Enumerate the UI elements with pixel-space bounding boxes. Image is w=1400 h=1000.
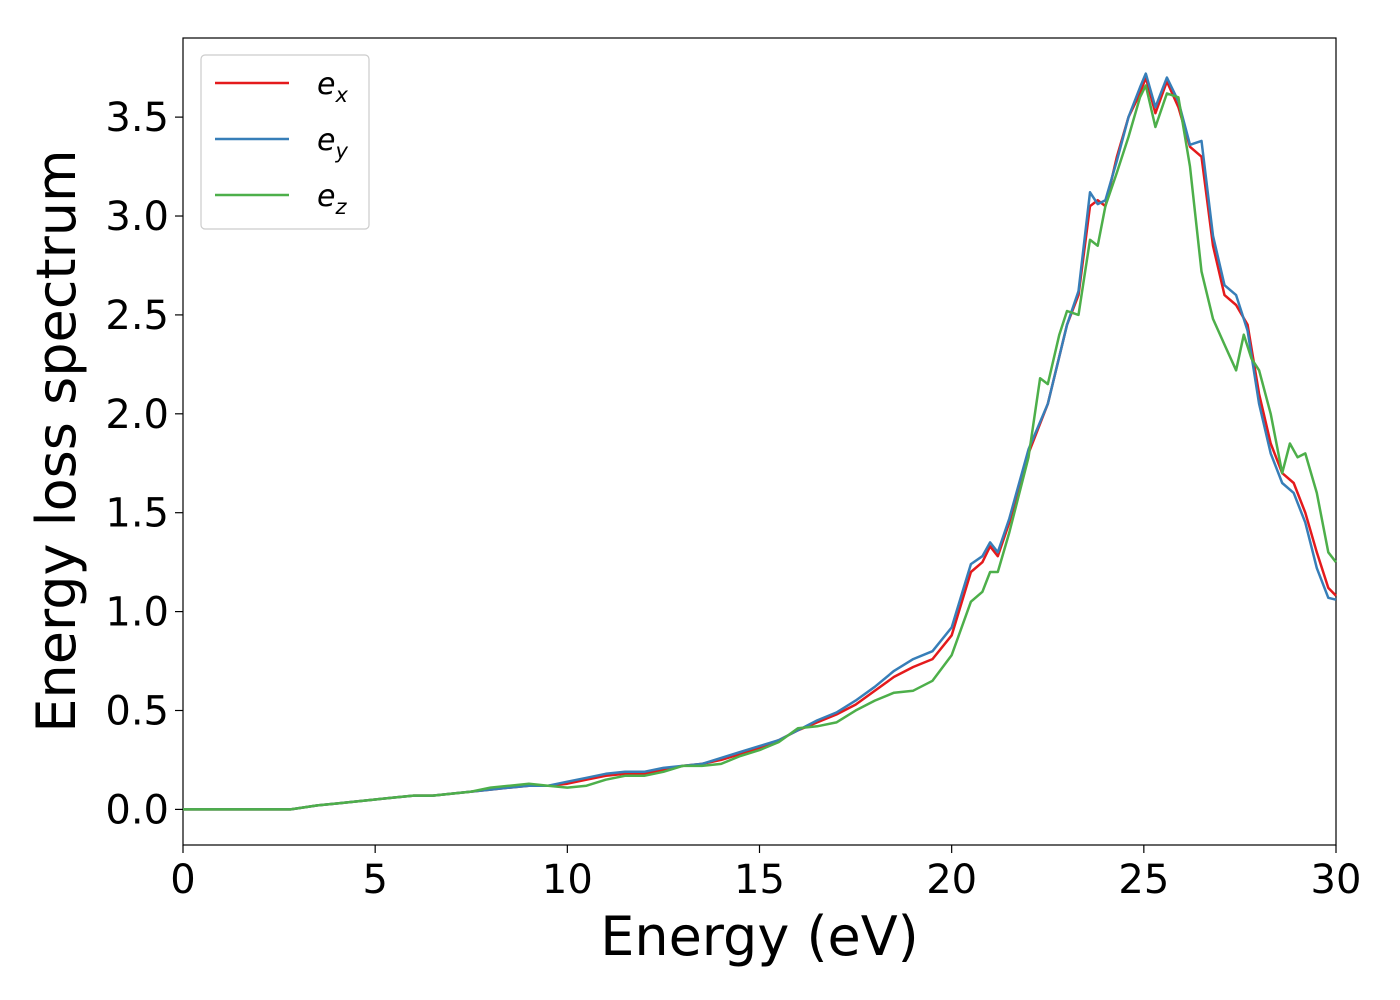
legend-box xyxy=(200,54,370,230)
x-tick-label: 10 xyxy=(542,857,593,903)
x-axis-ticks: 0 5 10 15 20 25 30 xyxy=(170,845,1361,903)
legend-entry-ez: ez xyxy=(317,179,347,219)
x-tick-label: 20 xyxy=(926,857,977,903)
y-axis-label: Energy loss spectrum xyxy=(25,149,88,732)
x-tick-label: 30 xyxy=(1311,857,1362,903)
x-axis-label: Energy (eV) xyxy=(600,905,919,968)
legend-entry-ex: ex xyxy=(317,67,348,107)
series-layer xyxy=(183,72,1337,811)
y-tick-label: 0.5 xyxy=(105,689,169,735)
y-tick-label: 2.0 xyxy=(105,392,169,438)
y-tick-label: 3.5 xyxy=(105,95,169,141)
x-tick-label: 25 xyxy=(1118,857,1169,903)
series-line-ez xyxy=(183,84,1337,811)
x-tick-label: 5 xyxy=(362,857,387,903)
y-tick-label: 1.5 xyxy=(105,491,169,537)
y-tick-label: 1.0 xyxy=(105,590,169,636)
legend: ex ey ez xyxy=(200,54,370,230)
y-tick-label: 2.5 xyxy=(105,293,169,339)
x-tick-label: 0 xyxy=(170,857,195,903)
y-tick-label: 0.0 xyxy=(105,787,169,833)
x-tick-label: 15 xyxy=(734,857,785,903)
legend-entry-ey: ey xyxy=(317,123,348,163)
y-axis-ticks: 0.0 0.5 1.0 1.5 2.0 2.5 3.0 3.5 xyxy=(105,95,183,833)
y-tick-label: 3.0 xyxy=(105,194,169,240)
